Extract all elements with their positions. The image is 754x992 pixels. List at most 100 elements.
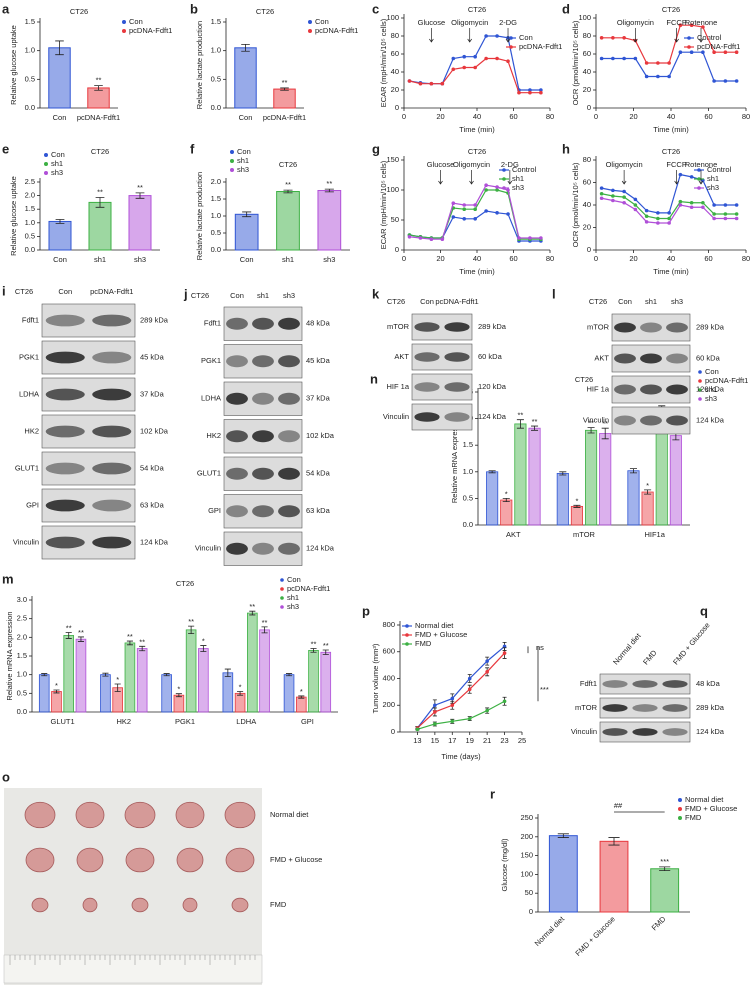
- chart-title: CT26: [662, 147, 680, 156]
- error-bar: [242, 211, 252, 218]
- band: [640, 353, 662, 364]
- point: [528, 236, 532, 240]
- x-tick-label: 80: [546, 112, 554, 121]
- x-tick-label: 60: [704, 254, 712, 263]
- band: [252, 317, 274, 330]
- panel-letter: l: [552, 286, 556, 301]
- point: [622, 56, 626, 61]
- annotation: Oligomycin: [606, 160, 643, 169]
- size-label: 289 kDa: [696, 703, 725, 712]
- band: [632, 704, 658, 712]
- y-tick-label: 2.0: [25, 191, 35, 200]
- tumor: [75, 801, 105, 829]
- x-tick-label: 0: [594, 254, 598, 263]
- y-tick-label: 80: [391, 31, 399, 40]
- error-bar: [629, 468, 637, 474]
- point: [701, 200, 705, 205]
- bar: [650, 868, 680, 913]
- legend-label: Con: [287, 575, 301, 584]
- point: [678, 50, 683, 54]
- band: [45, 462, 85, 475]
- protein-label: PGK1: [19, 352, 39, 361]
- significance-label: *: [575, 496, 578, 505]
- error-bar: [224, 668, 231, 677]
- significance-label: **: [139, 637, 145, 646]
- y-tick-label: 0.0: [17, 707, 27, 716]
- size-label: 37 kDa: [140, 389, 165, 398]
- y-tick-label: 150: [386, 155, 399, 164]
- error-bar: [41, 673, 48, 677]
- bar: [88, 201, 112, 251]
- band: [278, 505, 300, 518]
- note: ##: [614, 801, 623, 810]
- band: [226, 392, 248, 405]
- point: [429, 81, 434, 86]
- legend-marker: [678, 798, 682, 802]
- x-tick-label: 0: [402, 112, 406, 121]
- y-tick-label: 60: [583, 177, 591, 186]
- significance-label: ***: [660, 857, 669, 866]
- x-axis-label: Time (min): [459, 125, 495, 134]
- point: [599, 196, 604, 201]
- x-axis-label: Time (days): [441, 752, 481, 761]
- chart-title: CT26: [468, 147, 486, 156]
- legend-label: Con: [129, 17, 143, 26]
- arrow: [469, 170, 474, 185]
- x-tick-label: 17: [448, 736, 456, 745]
- x-tick-label: 60: [704, 112, 712, 121]
- point: [418, 236, 423, 240]
- lane-label: Con: [420, 297, 434, 306]
- group-label: Normal diet: [270, 810, 309, 819]
- panel-letter: c: [372, 1, 379, 16]
- chart-title: CT26: [70, 7, 88, 16]
- x-tick-label: Con: [240, 255, 254, 264]
- legend-marker: [280, 587, 284, 591]
- point: [485, 708, 489, 713]
- point: [701, 205, 705, 210]
- y-tick-label: 0: [395, 245, 399, 254]
- protein-label: LDHA: [19, 389, 39, 398]
- y-tick-label: 50: [391, 215, 399, 224]
- y-tick-label: 150: [520, 851, 533, 860]
- size-label: 102 kDa: [140, 426, 169, 435]
- y-tick-label: 3.0: [17, 595, 27, 604]
- x-tick-label: sh3: [134, 255, 146, 264]
- x-tick-label: 15: [431, 736, 439, 745]
- bar: [128, 195, 152, 251]
- legend-label: FMD + Glucose: [685, 804, 737, 813]
- chart-title: CT26: [279, 160, 297, 169]
- protein-label: Vinculin: [383, 412, 409, 421]
- bar: [63, 635, 75, 713]
- y-tick-label: 100: [520, 869, 533, 878]
- significance-label: *: [505, 489, 508, 498]
- band: [92, 425, 132, 438]
- legend-label: pcDNA-Fdft1: [287, 584, 330, 593]
- bar: [234, 47, 257, 109]
- legend-label: Control: [707, 165, 732, 174]
- significance-label: **: [282, 78, 288, 87]
- point: [712, 203, 716, 207]
- band: [602, 680, 628, 688]
- y-tick-label: 20: [583, 85, 591, 94]
- protein-label: Fdft1: [580, 679, 597, 688]
- error-bar: [188, 625, 195, 634]
- chart-title: CT26: [575, 375, 593, 384]
- legend-marker: [698, 397, 702, 401]
- size-label: 45 kDa: [140, 352, 165, 361]
- band: [662, 704, 688, 712]
- arrow: [674, 170, 679, 185]
- panel-letter: f: [190, 141, 195, 156]
- arrow: [505, 28, 511, 43]
- legend-marker: [230, 159, 234, 163]
- point: [599, 56, 604, 61]
- y-tick-label: 0: [587, 103, 591, 112]
- bar: [100, 674, 111, 713]
- protein-label: Vinculin: [571, 727, 597, 736]
- bar: [259, 629, 270, 713]
- protein-label: HK2: [206, 431, 221, 440]
- tumor: [225, 847, 255, 873]
- line: [409, 210, 541, 242]
- blot-strip: [599, 697, 691, 719]
- point: [734, 203, 739, 207]
- band: [614, 384, 636, 395]
